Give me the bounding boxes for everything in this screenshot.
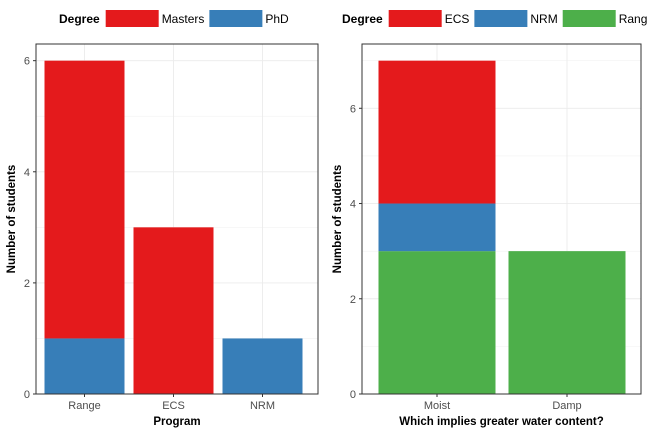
legend: Degree Masters PhD bbox=[59, 10, 289, 27]
y-axis: 0 2 4 6 bbox=[350, 103, 362, 401]
y-tick-label: 2 bbox=[24, 278, 30, 290]
y-axis-title: Number of students bbox=[6, 165, 18, 274]
x-tick-label: Range bbox=[68, 400, 100, 412]
legend-title: Degree bbox=[342, 12, 383, 26]
bars bbox=[378, 60, 626, 394]
y-tick-label: 6 bbox=[24, 56, 30, 68]
x-axis-title: Program bbox=[153, 416, 200, 428]
y-axis: 0 2 4 6 bbox=[24, 56, 36, 401]
bar-range-phd bbox=[44, 338, 125, 394]
panel-border bbox=[361, 43, 642, 395]
legend-label-masters: Masters bbox=[162, 12, 205, 26]
legend-label-phd: PhD bbox=[265, 12, 289, 26]
x-axis: Moist Damp bbox=[424, 394, 582, 412]
legend-title: Degree bbox=[59, 12, 100, 26]
x-tick-label: Moist bbox=[424, 400, 450, 412]
bar-range-masters bbox=[44, 60, 125, 339]
legend-key-rang bbox=[562, 10, 616, 27]
panel-1: 0 2 4 6 Range ECS NRM Program Number of students… bbox=[6, 10, 319, 428]
y-tick-label: 0 bbox=[24, 389, 30, 401]
x-tick-label: NRM bbox=[250, 400, 275, 412]
x-tick-label: ECS bbox=[162, 400, 185, 412]
panel-border bbox=[35, 43, 319, 395]
legend-label-ecs: ECS bbox=[445, 12, 470, 26]
y-tick-label: 2 bbox=[350, 294, 356, 306]
bars bbox=[44, 60, 303, 394]
panel-2: 0 2 4 6 Moist Damp Which implies greater water… bbox=[332, 10, 647, 428]
legend-label-nrm: NRM bbox=[530, 12, 557, 26]
y-tick-label: 0 bbox=[350, 389, 356, 401]
legend-label-rang: Rang bbox=[619, 12, 648, 26]
bar-moist-rang bbox=[378, 251, 496, 394]
legend-key-nrm bbox=[474, 10, 528, 27]
y-tick-label: 4 bbox=[24, 167, 30, 179]
bar-damp-rang bbox=[508, 251, 626, 394]
legend: Degree ECS NRM Rang bbox=[342, 10, 647, 27]
legend-key-masters bbox=[105, 10, 159, 27]
x-tick-label: Damp bbox=[552, 400, 581, 412]
bar-moist-ecs bbox=[378, 60, 496, 204]
y-axis-title: Number of students bbox=[332, 165, 344, 274]
x-axis-title: Which implies greater water content? bbox=[399, 416, 603, 428]
bar-moist-nrm bbox=[378, 203, 496, 252]
legend-key-ecs bbox=[388, 10, 442, 27]
x-axis: Range ECS NRM bbox=[68, 394, 275, 412]
y-tick-label: 6 bbox=[350, 103, 356, 115]
bar-ecs-masters bbox=[133, 227, 214, 394]
bar-nrm-phd bbox=[222, 338, 303, 394]
legend-key-phd bbox=[209, 10, 263, 27]
y-tick-label: 4 bbox=[350, 199, 356, 211]
